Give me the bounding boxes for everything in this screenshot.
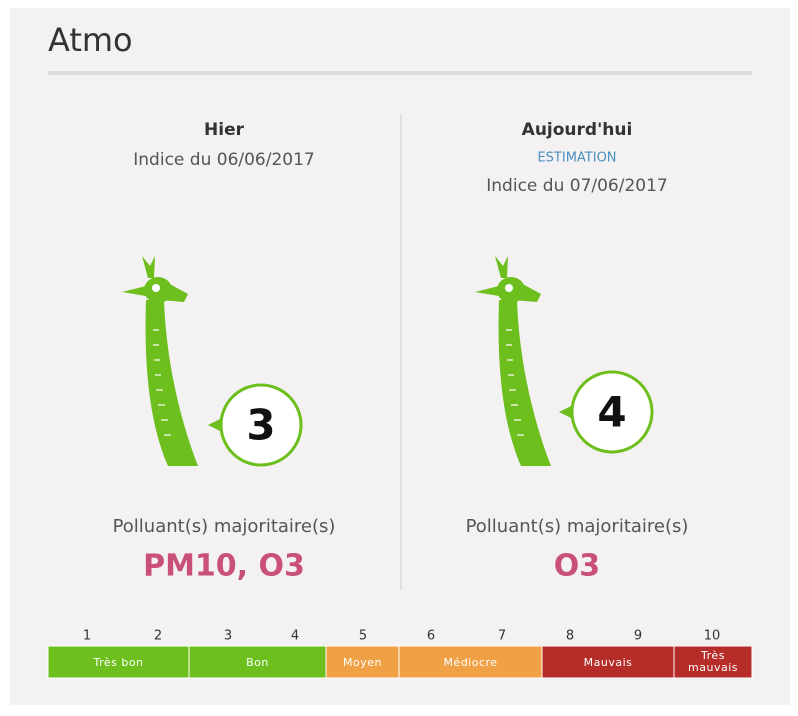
scale-label: Mauvais bbox=[584, 656, 633, 669]
card bbox=[10, 8, 790, 705]
scale-number: 7 bbox=[498, 629, 506, 644]
estimation-note: ESTIMATION bbox=[537, 151, 616, 166]
scale-number: 6 bbox=[427, 629, 435, 644]
scale-number: 9 bbox=[634, 629, 642, 644]
pollutants-label: Polluant(s) majoritaire(s) bbox=[466, 516, 689, 537]
panel-heading: Hier bbox=[204, 120, 245, 140]
scale-number: 3 bbox=[224, 629, 232, 644]
widget: Atmo Hier Indice du 06/06/2017 3 Polluan… bbox=[0, 0, 798, 712]
scale-number: 2 bbox=[154, 629, 162, 644]
title: Atmo bbox=[48, 21, 133, 59]
scale-label: Moyen bbox=[343, 656, 382, 669]
page: Atmo Hier Indice du 06/06/2017 3 Polluan… bbox=[0, 0, 798, 712]
scale-label: Très bon bbox=[92, 656, 143, 669]
scale-label: Médiocre bbox=[443, 656, 497, 669]
scale-number: 4 bbox=[291, 629, 299, 644]
scale-number: 5 bbox=[359, 629, 367, 644]
panel-date: Indice du 06/06/2017 bbox=[133, 150, 314, 170]
panel-heading: Aujourd'hui bbox=[522, 120, 633, 140]
scale-number: 1 bbox=[83, 629, 91, 644]
pollutants: O3 bbox=[554, 549, 600, 584]
panel-date: Indice du 07/06/2017 bbox=[486, 176, 667, 196]
index-value: 4 bbox=[597, 388, 626, 437]
scale-number: 8 bbox=[566, 629, 574, 644]
title-rule bbox=[48, 71, 752, 75]
pollutants-label: Polluant(s) majoritaire(s) bbox=[113, 516, 336, 537]
scale-label: Bon bbox=[246, 656, 269, 669]
pollutants: PM10, O3 bbox=[143, 549, 305, 584]
index-value: 3 bbox=[246, 401, 275, 450]
scale-number: 10 bbox=[704, 629, 721, 644]
